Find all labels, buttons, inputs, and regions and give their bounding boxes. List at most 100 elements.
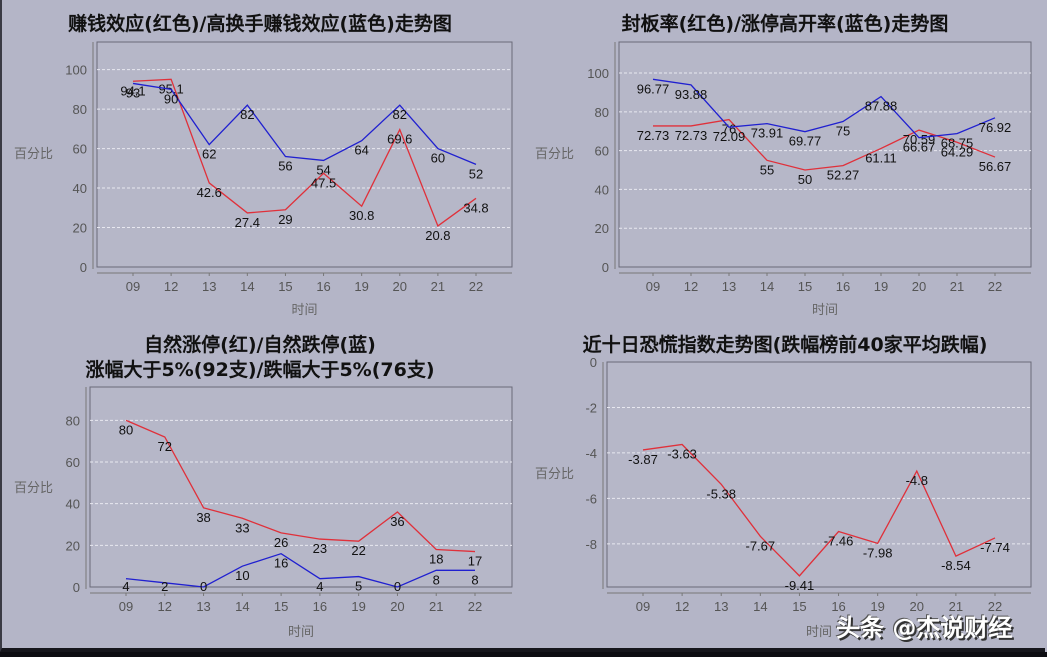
y-tick-label: 0	[590, 355, 597, 370]
data-label: 26	[274, 535, 288, 550]
data-label: 56.67	[979, 159, 1012, 174]
x-tick-label: 14	[753, 599, 767, 614]
x-tick-label: 22	[469, 279, 483, 294]
y-tick-label: -2	[585, 400, 597, 415]
data-label: 27.4	[235, 215, 260, 230]
x-tick-label: 20	[390, 599, 404, 614]
x-tick-label: 16	[316, 279, 330, 294]
x-tick-label: 19	[351, 599, 365, 614]
x-tick-label: 20	[912, 279, 926, 294]
data-label: -4.8	[906, 473, 928, 488]
data-label: 17	[468, 554, 482, 569]
y-axis-title: 百分比	[535, 467, 574, 482]
x-tick-label: 09	[636, 599, 650, 614]
data-label: 52	[469, 166, 483, 181]
data-label: 18	[429, 552, 443, 567]
y-tick-label: 100	[65, 63, 87, 78]
data-label: 20.8	[425, 228, 450, 243]
data-label: 73.91	[751, 126, 784, 141]
series-line	[125, 552, 475, 588]
x-axis-title: 时间	[288, 625, 314, 640]
data-label: 87.88	[865, 99, 898, 114]
data-label: 72	[158, 439, 172, 454]
y-tick-label: 40	[66, 497, 80, 512]
data-label: 8	[471, 572, 478, 587]
data-label: 38	[196, 510, 210, 525]
plot-area	[89, 386, 513, 588]
data-label: 42.6	[197, 185, 222, 200]
x-axis-title: 时间	[291, 303, 317, 318]
x-tick-label: 14	[760, 279, 774, 294]
data-label: 2	[161, 579, 168, 594]
data-label: 22	[351, 543, 365, 558]
x-tick-label: 22	[468, 599, 482, 614]
data-label: 56	[278, 158, 292, 173]
y-tick-label: 80	[595, 105, 609, 120]
series-line	[132, 78, 477, 227]
y-tick-label: 60	[66, 455, 80, 470]
data-label: -3.87	[628, 452, 658, 467]
data-label: 0	[394, 579, 401, 594]
x-tick-label: 19	[354, 279, 368, 294]
series-line	[642, 443, 996, 577]
y-tick-label: -4	[585, 446, 597, 461]
y-tick-label: 0	[73, 580, 80, 595]
bottom-bar	[0, 652, 1047, 657]
x-tick-label: 20	[393, 279, 407, 294]
data-label: 50	[798, 172, 812, 187]
data-label: -7.98	[863, 545, 893, 560]
data-label: 93.88	[675, 87, 708, 102]
data-label: -7.74	[980, 540, 1010, 555]
y-tick-label: 40	[595, 182, 609, 197]
x-tick-label: 12	[164, 279, 178, 294]
y-tick-label: 20	[595, 221, 609, 236]
series-line	[125, 419, 476, 553]
x-tick-label: 22	[988, 599, 1002, 614]
x-tick-label: 21	[949, 599, 963, 614]
data-label: 80	[119, 422, 133, 437]
y-tick-label: -8	[585, 537, 597, 552]
x-tick-label: 12	[684, 279, 698, 294]
data-label: 72.73	[637, 128, 670, 143]
plot-area	[606, 361, 1032, 588]
x-tick-label: 13	[714, 599, 728, 614]
y-axis-title: 百分比	[14, 147, 53, 162]
y-tick-label: 20	[66, 538, 80, 553]
data-label: 0	[200, 579, 207, 594]
x-tick-label: 15	[278, 279, 292, 294]
x-tick-label: 09	[646, 279, 660, 294]
x-tick-label: 12	[675, 599, 689, 614]
y-tick-label: 40	[73, 181, 87, 196]
data-label: -7.67	[746, 538, 776, 553]
x-tick-label: 21	[431, 279, 445, 294]
data-label: 60	[431, 151, 445, 166]
data-label: 54	[316, 162, 330, 177]
data-label: -9.41	[785, 578, 815, 593]
data-label: 90	[164, 91, 178, 106]
x-tick-label: 21	[429, 599, 443, 614]
data-label: 5	[355, 579, 362, 594]
data-label: 62	[202, 147, 216, 162]
x-tick-label: 13	[202, 279, 216, 294]
x-tick-label: 20	[910, 599, 924, 614]
data-label: 76.92	[979, 120, 1012, 135]
data-label: 52.27	[827, 168, 860, 183]
data-label: 55	[760, 162, 774, 177]
x-tick-label: 19	[870, 599, 884, 614]
data-label: 96.77	[637, 81, 670, 96]
data-label: 47.5	[311, 175, 336, 190]
data-label: 34.8	[463, 200, 488, 215]
data-label: 75	[836, 124, 850, 139]
data-label: 69.77	[789, 134, 822, 149]
series-line	[652, 78, 996, 139]
y-tick-label: 0	[80, 260, 87, 275]
data-label: 33	[235, 520, 249, 535]
x-tick-label: 22	[988, 279, 1002, 294]
data-label: 76	[722, 122, 736, 137]
x-tick-label: 14	[235, 599, 249, 614]
data-label: 30.8	[349, 208, 374, 223]
data-label: 82	[393, 107, 407, 122]
data-label: 4	[316, 579, 323, 594]
data-label: 72.73	[675, 128, 708, 143]
